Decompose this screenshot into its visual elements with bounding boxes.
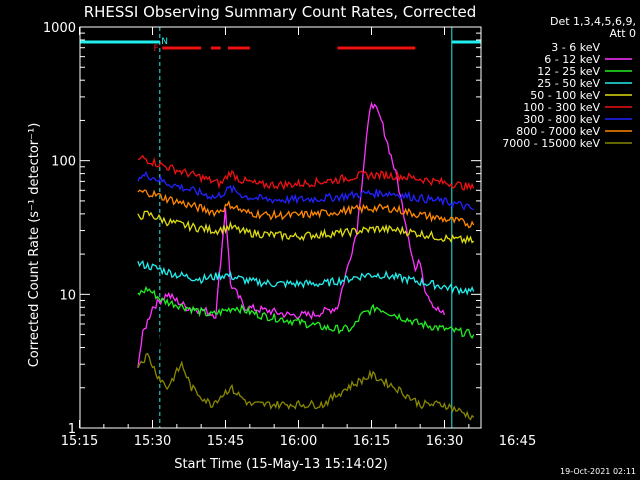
legend-label-0: 3 - 6 keV <box>551 41 600 54</box>
y-tick-label-3: 1000 <box>43 21 76 36</box>
legend-header-1: Att 0 <box>610 27 636 40</box>
x-axis-label: Start Time (15-May-13 15:14:02) <box>174 457 388 472</box>
series-line-4 <box>137 210 475 245</box>
legend-label-7: 800 - 7000 keV <box>516 125 600 138</box>
legend-label-3: 25 - 50 keV <box>537 77 600 90</box>
x-tick-label-1: 15:30 <box>134 434 171 449</box>
flag-label-0: N <box>161 37 168 47</box>
x-tick-label-4: 16:15 <box>353 434 390 449</box>
series-line-3 <box>137 259 475 296</box>
legend-label-1: 6 - 12 keV <box>544 53 600 66</box>
series-line-6 <box>137 170 474 211</box>
y-tick-label-0: 1 <box>68 422 76 437</box>
legend-label-2: 12 - 25 keV <box>537 65 600 78</box>
series-line-1 <box>137 101 446 368</box>
x-tick-label-0: 15:15 <box>61 434 98 449</box>
series-line-2 <box>137 285 475 339</box>
flag-label-1: F <box>153 44 158 54</box>
footer-timestamp: 19-Oct-2021 02:11 <box>560 467 636 476</box>
series-line-8 <box>137 352 475 421</box>
chart-title: RHESSI Observing Summary Count Rates, Co… <box>84 3 477 21</box>
series-line-0 <box>137 133 450 428</box>
legend-label-8: 7000 - 15000 keV <box>502 137 600 150</box>
legend-label-4: 50 - 100 keV <box>530 89 600 102</box>
y-tick-label-1: 10 <box>59 288 76 303</box>
series-line-5 <box>137 154 475 191</box>
x-tick-label-3: 16:00 <box>280 434 317 449</box>
legend-header-0: Det 1,3,4,5,6,9, <box>550 15 636 28</box>
legend-label-6: 300 - 800 keV <box>523 113 600 126</box>
y-tick-label-2: 100 <box>51 155 76 170</box>
legend-label-5: 100 - 300 keV <box>523 101 600 114</box>
x-tick-label-6: 16:45 <box>499 434 536 449</box>
x-tick-label-5: 16:30 <box>426 434 463 449</box>
plot-frame <box>79 26 482 429</box>
y-axis-label: Corrected Count Rate (s⁻¹ detector⁻¹) <box>27 123 42 368</box>
x-tick-label-2: 15:45 <box>207 434 244 449</box>
series-line-7 <box>137 189 475 229</box>
